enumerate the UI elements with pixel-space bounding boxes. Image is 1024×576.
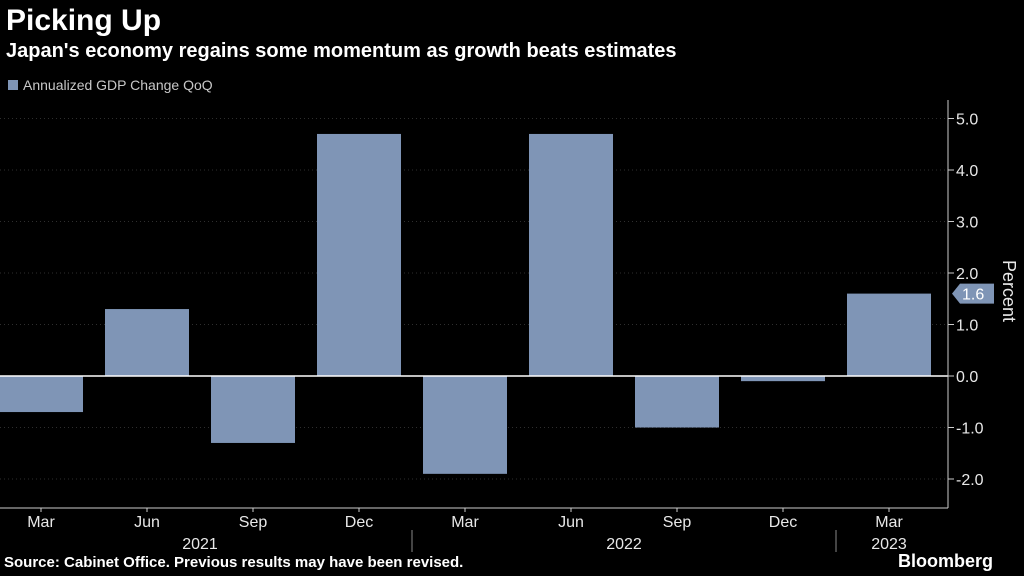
x-tick-label: Sep xyxy=(239,514,268,531)
chart-title: Picking Up xyxy=(6,4,162,37)
x-tick-label: Jun xyxy=(134,514,160,531)
y-tick-label: -1.0 xyxy=(956,421,984,438)
bar-8 xyxy=(847,293,931,376)
bar-4 xyxy=(423,376,507,474)
y-tick-label: 0.0 xyxy=(956,369,978,386)
y-axis-title: Percent xyxy=(999,260,1019,322)
source-note: Source: Cabinet Office. Previous results… xyxy=(4,554,464,571)
x-tick-label: Jun xyxy=(558,514,584,531)
last-value-callout xyxy=(952,283,994,304)
bar-0 xyxy=(0,376,83,413)
bar-2 xyxy=(211,376,295,443)
x-tick-label: Dec xyxy=(769,514,797,531)
legend-swatch xyxy=(8,80,18,90)
y-tick-label: 2.0 xyxy=(956,266,978,283)
bloomberg-logo: Bloomberg xyxy=(898,551,994,571)
last-value-label: 1.6 xyxy=(962,287,984,304)
year-label: 2023 xyxy=(871,536,907,553)
year-label: 2022 xyxy=(606,536,642,553)
legend-label: Annualized GDP Change QoQ xyxy=(23,77,213,93)
bar-1 xyxy=(105,309,189,376)
year-label: 2021 xyxy=(182,536,218,553)
x-tick-label: Mar xyxy=(875,514,903,531)
bar-3 xyxy=(317,133,401,376)
x-tick-label: Dec xyxy=(345,514,373,531)
y-tick-label: 4.0 xyxy=(956,163,978,180)
y-tick-label: 3.0 xyxy=(956,215,978,232)
x-tick-label: Sep xyxy=(663,514,692,531)
x-tick-label: Mar xyxy=(451,514,479,531)
bar-5 xyxy=(529,133,613,376)
x-tick-label: Mar xyxy=(27,514,55,531)
y-tick-label: 1.0 xyxy=(956,318,978,335)
chart-subtitle: Japan's economy regains some momentum as… xyxy=(6,40,677,62)
bar-7 xyxy=(741,376,825,382)
y-tick-label: -2.0 xyxy=(956,472,984,489)
y-tick-label: 5.0 xyxy=(956,112,978,129)
bar-6 xyxy=(635,376,719,428)
legend: Annualized GDP Change QoQ xyxy=(8,77,213,93)
